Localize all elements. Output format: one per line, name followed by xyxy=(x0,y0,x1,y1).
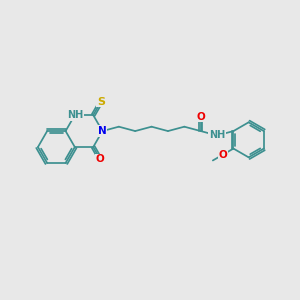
Text: NH: NH xyxy=(209,130,225,140)
Text: O: O xyxy=(196,112,205,122)
Text: O: O xyxy=(218,150,227,160)
Text: O: O xyxy=(96,154,105,164)
Text: NH: NH xyxy=(67,110,83,120)
Text: N: N xyxy=(98,126,107,136)
Text: S: S xyxy=(97,97,105,107)
